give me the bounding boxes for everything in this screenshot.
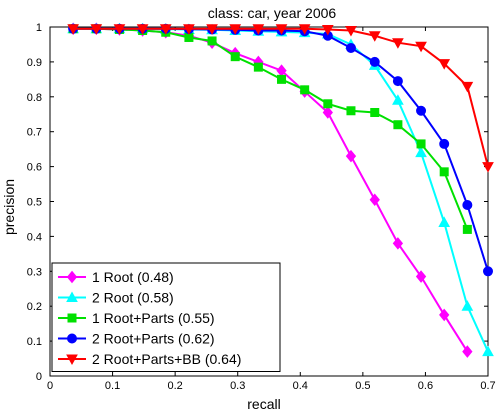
data-point xyxy=(298,24,311,35)
series-5 xyxy=(67,24,494,173)
data-point xyxy=(392,76,403,87)
data-point xyxy=(462,224,472,234)
x-tick-label: 0.1 xyxy=(105,380,120,392)
y-tick-label: 0.7 xyxy=(27,127,42,139)
data-point xyxy=(321,24,334,36)
data-point xyxy=(206,24,218,35)
legend-swatch-marker xyxy=(66,354,78,366)
x-tick-label: 0.6 xyxy=(418,380,433,392)
data-point xyxy=(462,345,473,358)
legend-entry: 2 Root+Parts (0.62) xyxy=(58,331,215,347)
data-point xyxy=(438,59,451,70)
legend-label: 1 Root (0.48) xyxy=(92,269,174,285)
x-tick-label: 0.7 xyxy=(480,380,495,392)
data-point xyxy=(159,24,172,35)
y-tick-label: 0.8 xyxy=(27,92,42,104)
data-point xyxy=(253,62,263,72)
data-point xyxy=(415,146,427,158)
y-tick-label: 0.5 xyxy=(27,197,42,209)
legend-label: 2 Root+Parts (0.62) xyxy=(92,331,215,347)
data-point xyxy=(345,25,357,37)
data-point xyxy=(416,105,427,116)
data-point xyxy=(252,24,265,35)
series-layer xyxy=(67,22,494,358)
x-tick-label: 0.4 xyxy=(293,380,308,392)
data-point xyxy=(392,237,404,250)
data-point xyxy=(368,31,381,42)
data-point xyxy=(323,99,333,109)
x-tick-label: 0 xyxy=(47,380,53,392)
data-point xyxy=(415,41,427,53)
y-tick-label: 0 xyxy=(36,371,42,383)
data-point xyxy=(369,56,380,67)
chart-title: class: car, year 2006 xyxy=(208,5,337,21)
legend-swatch-marker xyxy=(66,291,78,302)
legend-box xyxy=(51,262,281,372)
data-point xyxy=(345,149,357,163)
data-point xyxy=(393,120,403,130)
data-point xyxy=(90,24,103,35)
y-tick-label: 0.2 xyxy=(27,301,42,313)
legend-entry: 2 Root (0.58) xyxy=(58,290,174,306)
y-tick-label: 0.4 xyxy=(27,231,42,243)
data-point xyxy=(461,300,474,311)
legend-entry: 2 Root+Parts+BB (0.64) xyxy=(58,351,241,367)
y-tick-label: 1 xyxy=(36,22,42,34)
data-point xyxy=(275,24,288,35)
x-tick-label: 0.3 xyxy=(230,380,245,392)
y-tick-label: 0.6 xyxy=(27,162,42,174)
data-point xyxy=(482,345,494,357)
data-point xyxy=(229,24,242,35)
y-tick-label: 0.1 xyxy=(27,336,42,348)
data-point xyxy=(392,38,404,49)
legend-swatch-marker xyxy=(66,270,78,284)
legend: 1 Root (0.48) 2 Root (0.58) 1 Root+Parts (… xyxy=(51,262,281,372)
legend-label: 1 Root+Parts (0.55) xyxy=(92,310,215,326)
data-point xyxy=(67,24,80,35)
data-point xyxy=(370,108,380,118)
y-axis-label: precision xyxy=(1,179,17,235)
data-point xyxy=(322,106,333,119)
data-point xyxy=(369,193,380,207)
data-point xyxy=(439,308,450,322)
data-point xyxy=(392,94,404,105)
x-tick-label: 0.2 xyxy=(167,380,182,392)
data-point xyxy=(483,266,493,277)
legend-swatch-marker xyxy=(67,333,77,344)
data-point xyxy=(461,81,474,93)
data-point xyxy=(345,42,356,53)
data-point xyxy=(113,24,126,35)
data-point xyxy=(183,24,195,35)
data-point xyxy=(482,162,494,173)
y-tick-label: 0.9 xyxy=(27,57,42,69)
data-point xyxy=(207,36,217,46)
y-tick-label: 0.3 xyxy=(27,266,42,278)
legend-label: 2 Root+Parts+BB (0.64) xyxy=(92,351,241,367)
x-tick-label: 0.5 xyxy=(355,380,370,392)
legend-swatch-marker xyxy=(67,313,77,323)
data-point xyxy=(439,138,450,149)
legend-label: 2 Root (0.58) xyxy=(92,290,174,306)
data-point xyxy=(300,85,310,95)
data-point xyxy=(462,199,473,210)
data-point xyxy=(438,216,451,227)
x-axis-label: recall xyxy=(247,396,280,412)
data-point xyxy=(277,74,287,84)
data-point xyxy=(439,167,449,177)
data-point xyxy=(415,270,427,283)
legend-entry: 1 Root+Parts (0.55) xyxy=(58,310,215,326)
data-point xyxy=(416,139,426,149)
legend-entry: 1 Root (0.48) xyxy=(58,269,174,285)
data-point xyxy=(346,106,356,116)
data-point xyxy=(136,24,149,35)
data-point xyxy=(230,52,240,62)
